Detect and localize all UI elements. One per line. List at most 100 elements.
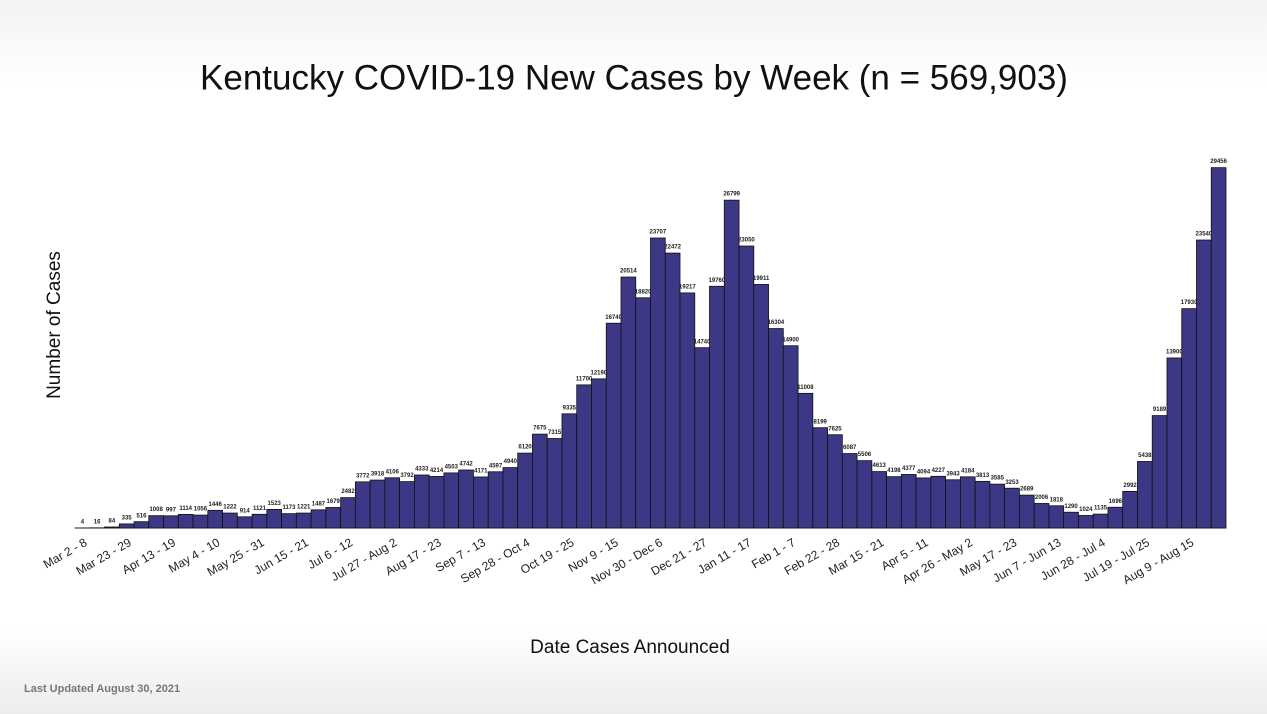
bar — [133, 521, 150, 529]
bar — [487, 471, 504, 529]
bar — [384, 477, 401, 529]
bar — [399, 481, 415, 529]
bar — [473, 476, 489, 529]
bar — [295, 512, 312, 529]
value-label: 4742 — [459, 462, 473, 468]
bar — [104, 526, 120, 529]
bar — [502, 467, 519, 529]
value-label: 4227 — [932, 468, 946, 474]
value-label: 1487 — [312, 501, 326, 507]
bar — [856, 460, 873, 529]
value-label: 1290 — [1064, 504, 1078, 510]
bar — [1092, 513, 1109, 529]
value-label: 16740 — [605, 315, 622, 321]
y-axis-label: Number of Cases — [44, 251, 65, 399]
value-label: 4503 — [445, 464, 459, 470]
value-label: 6087 — [843, 445, 857, 451]
value-label: 16304 — [768, 320, 785, 326]
bar — [458, 469, 474, 529]
bar — [413, 474, 430, 529]
value-label: 4613 — [873, 463, 887, 469]
value-label: 23050 — [738, 238, 755, 244]
value-label: 13900 — [1166, 350, 1183, 356]
bar — [694, 347, 710, 529]
bar — [118, 523, 135, 529]
value-label: 11008 — [797, 385, 814, 391]
value-label: 19911 — [753, 276, 770, 282]
value-label: 29456 — [1210, 159, 1227, 165]
value-label: 1114 — [179, 506, 192, 512]
value-label: 5506 — [858, 452, 872, 458]
value-label: 2482 — [341, 489, 355, 495]
value-label: 335 — [122, 515, 133, 521]
value-label: 3813 — [976, 473, 990, 479]
value-label: 1818 — [1050, 497, 1064, 503]
bar — [1078, 515, 1094, 529]
value-label: 16 — [94, 519, 101, 525]
bar — [959, 476, 976, 529]
value-label: 3253 — [1005, 480, 1019, 486]
bar — [310, 509, 327, 529]
value-label: 3772 — [356, 473, 370, 479]
bar — [1063, 511, 1079, 529]
value-label: 11700 — [576, 376, 593, 382]
value-label: 1446 — [209, 502, 223, 508]
bar — [1210, 167, 1227, 529]
bar — [723, 199, 740, 529]
bar — [266, 508, 282, 529]
x-axis-label: Date Cases Announced — [530, 637, 730, 658]
value-label: 23540 — [1196, 232, 1213, 238]
bar — [664, 252, 681, 529]
value-label: 19760 — [709, 278, 726, 284]
bar — [679, 292, 696, 529]
bar — [635, 297, 651, 529]
value-label: 4094 — [917, 469, 931, 475]
bar — [841, 453, 858, 529]
bar — [281, 513, 297, 529]
bar — [738, 245, 755, 529]
chart-title: Kentucky COVID-19 New Cases by Week (n =… — [200, 58, 1068, 97]
bar — [1151, 415, 1168, 529]
value-label: 997 — [166, 507, 177, 513]
value-label: 1008 — [149, 507, 163, 513]
value-label: 1222 — [223, 505, 237, 511]
value-label: 7625 — [828, 426, 842, 432]
bar — [1122, 490, 1138, 529]
value-label: 12190 — [591, 370, 608, 376]
value-label: 914 — [240, 508, 251, 514]
bar — [1196, 239, 1212, 529]
bar — [192, 514, 209, 529]
bar — [251, 513, 268, 529]
value-label: 17930 — [1181, 300, 1198, 306]
value-label: 4171 — [474, 469, 488, 475]
value-label: 3585 — [991, 476, 1005, 482]
bar — [591, 378, 607, 529]
value-label: 18820 — [635, 289, 652, 295]
value-label: 2006 — [1035, 495, 1049, 501]
value-label: 1696 — [1109, 499, 1123, 505]
bar — [900, 474, 917, 529]
bar — [915, 477, 932, 529]
bar — [650, 237, 666, 529]
value-label: 23707 — [650, 230, 667, 236]
bar — [517, 452, 533, 529]
bar — [827, 434, 843, 529]
bar — [163, 515, 179, 529]
bar — [325, 507, 342, 529]
value-label: 84 — [109, 519, 116, 525]
value-label: 20514 — [620, 269, 637, 275]
value-label: 4214 — [430, 468, 444, 474]
bar — [1107, 506, 1124, 529]
value-label: 1679 — [327, 499, 341, 505]
value-label: 9189 — [1153, 407, 1167, 413]
bar — [207, 509, 223, 529]
bar — [886, 476, 902, 529]
value-label: 26799 — [723, 192, 740, 198]
bar — [576, 384, 592, 529]
bar — [1166, 357, 1183, 529]
bar — [782, 345, 799, 529]
bar — [620, 276, 637, 529]
bar — [369, 479, 386, 529]
value-label: 1024 — [1079, 507, 1093, 513]
